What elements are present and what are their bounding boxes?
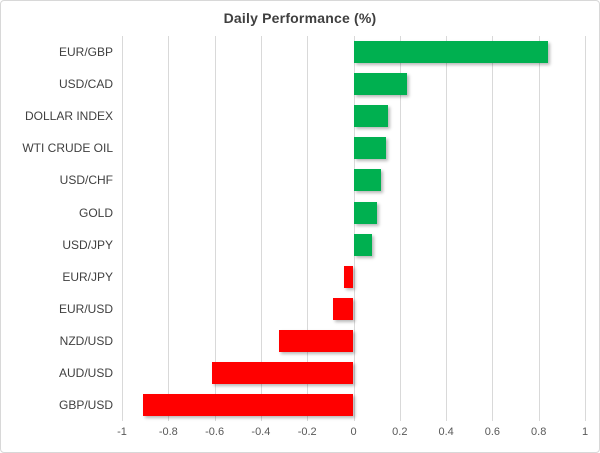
bar-usd-jpy — [353, 233, 372, 256]
bar-nzd-usd — [279, 329, 354, 352]
category-label-eur-usd: EUR/USD — [58, 301, 113, 316]
category-label-gbp-usd: GBP/USD — [58, 398, 113, 412]
category-label-aud-usd: AUD/USD — [58, 365, 113, 380]
gridline — [214, 36, 216, 421]
gridline — [399, 36, 401, 421]
bar-gbp-usd — [142, 394, 354, 416]
gridline — [446, 36, 448, 421]
gridline — [353, 36, 355, 421]
x-tick-label: -1 — [117, 426, 127, 438]
plot-area — [122, 36, 586, 421]
x-tick-label: 0.2 — [392, 426, 408, 438]
chart-title: Daily Performance (%) — [223, 10, 377, 26]
x-tick-label: 0.6 — [484, 426, 501, 438]
gridline — [307, 36, 309, 421]
category-label-gold: GOLD — [78, 205, 113, 220]
x-tick-label: -0.4 — [251, 426, 271, 438]
bar-eur-gbp — [353, 41, 548, 63]
x-tick-label: 1 — [581, 426, 589, 438]
category-label-wti-crude-oil: WTI CRUDE OIL — [22, 141, 113, 156]
category-label-nzd-usd: NZD/USD — [59, 333, 113, 348]
bar-usd-cad — [353, 73, 407, 96]
x-tick-label: -0.6 — [205, 426, 225, 438]
bar-aud-usd — [212, 361, 354, 384]
x-tick-label: 0.4 — [438, 426, 454, 438]
x-tick-label: -0.2 — [297, 426, 317, 438]
x-tick-label: 0 — [350, 426, 357, 438]
gridline — [538, 36, 540, 421]
category-label-usd-jpy: USD/JPY — [62, 237, 113, 252]
x-tick-label: -0.8 — [158, 426, 178, 438]
gridline — [122, 36, 123, 421]
gridline — [260, 36, 262, 421]
category-label-eur-jpy: EUR/JPY — [62, 269, 113, 284]
bar-dollar-index — [353, 105, 389, 128]
category-label-usd-cad: USD/CAD — [58, 77, 113, 92]
category-label-eur-gbp: EUR/GBP — [58, 45, 113, 59]
bar-eur-usd — [332, 297, 354, 320]
gridline — [492, 36, 494, 421]
bar-eur-jpy — [344, 265, 354, 288]
x-tick-label: 0.8 — [531, 426, 547, 438]
category-label-dollar-index: DOLLAR INDEX — [24, 109, 113, 124]
gridline — [168, 36, 170, 421]
bar-gold — [353, 201, 377, 224]
category-label-usd-chf: USD/CHF — [59, 173, 113, 188]
gridline — [585, 36, 586, 421]
bar-wti-crude-oil — [353, 137, 386, 160]
bar-usd-chf — [353, 169, 382, 192]
